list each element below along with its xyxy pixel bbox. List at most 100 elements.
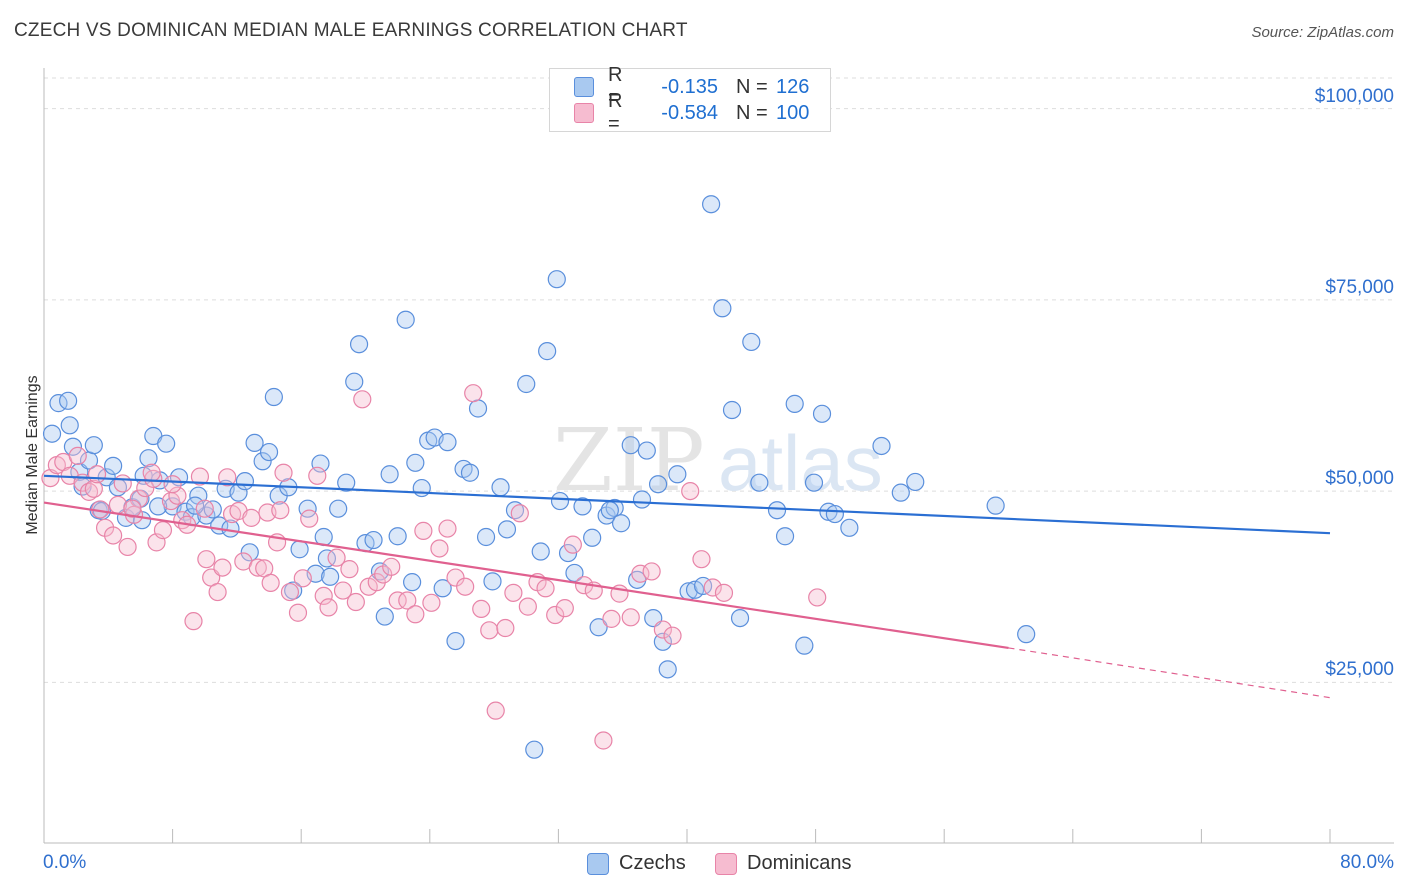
czech-point [446, 631, 465, 651]
y-tick-label-100000: $100,000 [1314, 86, 1394, 107]
dominican-point [353, 390, 372, 409]
czech-point [468, 399, 488, 418]
czech-point [547, 270, 566, 289]
legend-label-czechs: Czechs [619, 852, 686, 874]
czech-point [396, 310, 415, 329]
dominican-point [642, 562, 661, 581]
czech-point [775, 527, 795, 546]
czech-point [433, 579, 452, 598]
legend-label-dominicans: Dominicans [747, 852, 852, 874]
dominican-point [153, 521, 173, 540]
czech-point [460, 463, 480, 482]
dominican-point [293, 569, 312, 588]
czech-point [345, 372, 364, 391]
dominican-points [41, 384, 827, 750]
czech-point [1017, 625, 1036, 644]
czech-point [476, 527, 496, 547]
dominican-point [480, 621, 499, 640]
czech-point [767, 501, 787, 520]
czech-point [906, 472, 925, 492]
dominican-point [456, 577, 475, 596]
dominican-point [271, 501, 290, 520]
czech-point [605, 498, 624, 518]
czech-point [497, 520, 517, 539]
czech-point [104, 456, 123, 475]
dominican-point [288, 603, 308, 622]
n-label: N = [736, 101, 768, 124]
dominican-point [190, 467, 210, 486]
czech-point [517, 374, 536, 394]
czech-point [891, 483, 910, 502]
dominican-point [406, 605, 425, 624]
czech-point [730, 608, 750, 628]
watermark-atlas: atlas [718, 419, 883, 507]
czech-point [589, 618, 608, 637]
dominican-point [113, 474, 132, 493]
czech-point [658, 660, 677, 679]
y-tick-label-75000: $75,000 [1325, 277, 1394, 298]
dominican-point [631, 564, 650, 583]
czech-point [804, 473, 824, 492]
dominican-point [438, 519, 457, 538]
dominican-trend-line [43, 501, 1009, 650]
dominican-point [300, 509, 319, 528]
dominican-point [703, 578, 722, 597]
czech-swatch [574, 77, 594, 97]
dominican-point [314, 586, 333, 606]
dominican-point [104, 526, 123, 545]
czech-point [713, 299, 732, 318]
czech-point [840, 518, 859, 537]
czech-trend-line [43, 474, 1331, 535]
dominican-point [496, 618, 515, 638]
czech-point [573, 497, 592, 516]
czech-point [750, 473, 769, 492]
dominican-point [653, 620, 672, 639]
czech-point [505, 501, 525, 520]
czech-point [550, 491, 570, 511]
czech-point [611, 514, 631, 533]
n-value: 100 [776, 101, 810, 124]
czech-point [63, 437, 83, 456]
dominican-point [261, 573, 280, 593]
czech-point [321, 567, 340, 586]
czech-point [722, 400, 742, 420]
czech-point [264, 387, 283, 407]
dominican-point [129, 489, 148, 508]
czech-point [245, 433, 264, 453]
dominican-point [692, 550, 711, 569]
czech-point [632, 490, 652, 509]
y-axis-label: Median Male Earnings [24, 375, 41, 535]
dominican-point [87, 465, 107, 484]
czech-point [317, 549, 337, 568]
dominican-point [602, 609, 621, 628]
czech-point [380, 465, 399, 484]
series-legend: Czechs Dominicans [0, 852, 1406, 876]
czech-swatch [587, 852, 609, 875]
czech-point [872, 436, 891, 456]
czech-point [349, 335, 369, 354]
czech-points [42, 195, 1036, 759]
czech-point [403, 573, 422, 592]
source-label: Source: ZipAtlas.com [1251, 24, 1394, 41]
legend-item-dominicans: Dominicans [715, 852, 851, 875]
czech-point [491, 478, 510, 497]
dominican-point [195, 499, 214, 518]
czech-point [648, 475, 668, 494]
trend-lines [43, 474, 1331, 699]
czech-point [253, 452, 272, 471]
dominican-point [808, 588, 827, 607]
dominican-point [346, 592, 365, 612]
dominican-point [446, 568, 465, 587]
legend-row-czech: R = -0.135 N = 126 [574, 64, 809, 109]
czech-point [370, 562, 390, 581]
dominican-point [308, 466, 327, 485]
dominican-point [714, 583, 734, 602]
dominican-point [280, 582, 300, 602]
dominican-point [319, 598, 338, 617]
axes [43, 68, 1394, 844]
dominican-point [464, 384, 483, 403]
correlation-legend: R = -0.135 N = 126 R = -0.584 N = 100 [549, 64, 831, 135]
czech-point [364, 530, 383, 550]
dominican-point [681, 482, 700, 501]
